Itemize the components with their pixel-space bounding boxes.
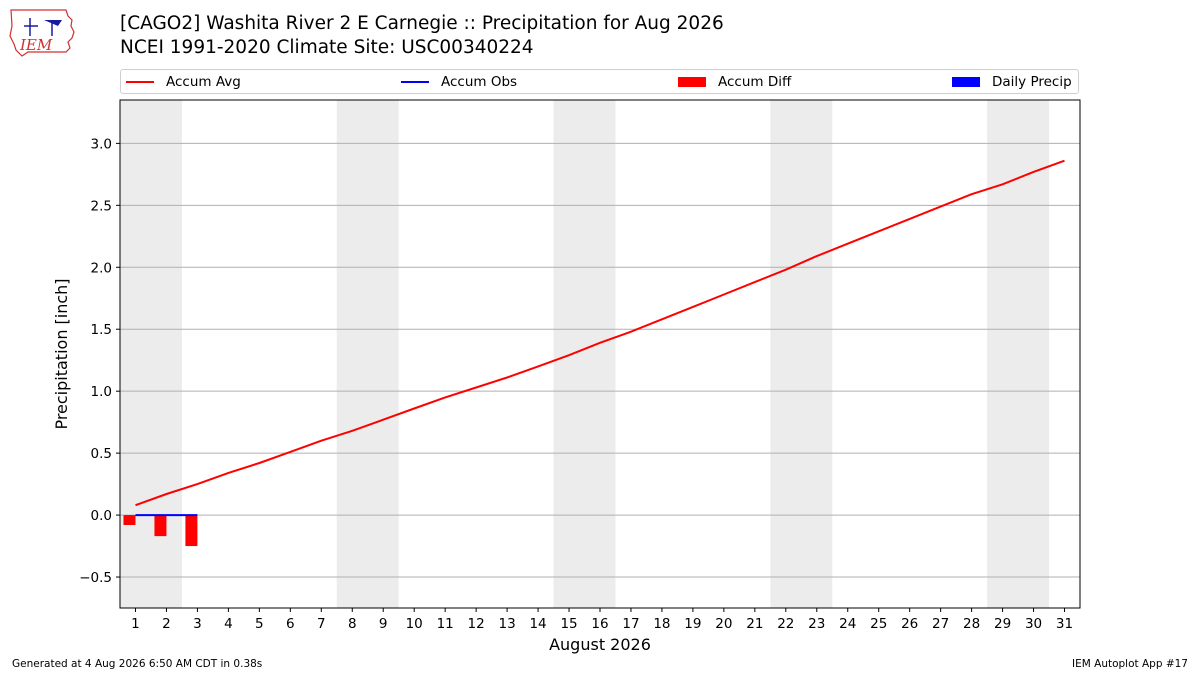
x-tick-label: 25 xyxy=(870,616,887,632)
x-tick-label: 20 xyxy=(715,616,732,632)
plot-frame xyxy=(119,99,1081,609)
x-tick-label: 3 xyxy=(193,616,202,632)
x-tick-label: 22 xyxy=(777,616,794,632)
x-tick-label: 6 xyxy=(286,616,295,632)
title-line-2: NCEI 1991-2020 Climate Site: USC00340224 xyxy=(120,37,534,58)
legend-label: Accum Avg xyxy=(166,74,241,90)
x-tick-label: 27 xyxy=(932,616,949,632)
title-line-1: [CAGO2] Washita River 2 E Carnegie :: Pr… xyxy=(120,13,724,34)
y-tick-label: 3.0 xyxy=(91,136,112,152)
legend-label: Accum Diff xyxy=(718,74,792,90)
x-tick-label: 4 xyxy=(224,616,233,632)
weekend-shade xyxy=(770,100,833,608)
x-tick-label: 2 xyxy=(162,616,171,632)
y-tick-label: −0.5 xyxy=(79,570,112,586)
y-tick-label: 0.0 xyxy=(91,508,112,524)
x-tick-label: 9 xyxy=(379,616,388,632)
weekend-shade xyxy=(553,100,616,608)
x-tick-label: 7 xyxy=(317,616,326,632)
accum-diff-bar xyxy=(123,515,136,525)
x-tick-label: 23 xyxy=(808,616,825,632)
legend-swatch xyxy=(126,81,154,83)
x-tick-label: 11 xyxy=(437,616,454,632)
legend-item-accum-obs: Accum Obs xyxy=(401,73,517,91)
x-tick-label: 1 xyxy=(131,616,140,632)
footer-generated: Generated at 4 Aug 2026 6:50 AM CDT in 0… xyxy=(12,658,263,670)
x-tick-label: 21 xyxy=(746,616,763,632)
x-axis-label: August 2026 xyxy=(549,635,651,654)
accum-avg-line xyxy=(135,159,1065,507)
x-tick-label: 24 xyxy=(839,616,856,632)
x-tick-label: 12 xyxy=(468,616,485,632)
x-tick-label: 5 xyxy=(255,616,264,632)
legend-swatch xyxy=(401,81,429,83)
x-tick-label: 19 xyxy=(684,616,701,632)
weekend-shade xyxy=(987,100,1050,608)
x-tick-label: 28 xyxy=(963,616,980,632)
y-tick-label: 2.0 xyxy=(91,260,112,276)
weekend-shade xyxy=(120,100,182,608)
legend-swatch xyxy=(678,77,706,87)
legend-label: Accum Obs xyxy=(441,74,518,90)
legend-swatch xyxy=(952,77,980,87)
x-tick-label: 15 xyxy=(560,616,577,632)
x-tick-label: 30 xyxy=(1025,616,1042,632)
x-tick-label: 26 xyxy=(901,616,918,632)
chart-title: [CAGO2] Washita River 2 E Carnegie :: Pr… xyxy=(120,12,724,60)
x-tick-label: 13 xyxy=(499,616,516,632)
x-tick-label: 31 xyxy=(1056,616,1073,632)
footer-app-id: IEM Autoplot App #17 xyxy=(1072,658,1188,670)
y-tick-label: 0.5 xyxy=(91,446,112,462)
x-tick-label: 18 xyxy=(653,616,670,632)
y-axis-label: Precipitation [inch] xyxy=(52,278,71,429)
x-tick-label: 10 xyxy=(406,616,423,632)
legend-item-daily-precip: Daily Precip xyxy=(952,73,1072,91)
x-tick-label: 29 xyxy=(994,616,1011,632)
chart-legend: Accum Avg Accum Obs Accum Diff Daily Pre… xyxy=(120,69,1079,94)
x-tick-label: 8 xyxy=(348,616,357,632)
y-tick-label: 1.5 xyxy=(91,322,112,338)
legend-label: Daily Precip xyxy=(992,74,1072,90)
x-tick-label: 16 xyxy=(591,616,608,632)
y-tick-label: 2.5 xyxy=(91,198,112,214)
weekend-shade xyxy=(336,100,399,608)
x-tick-label: 14 xyxy=(529,616,546,632)
legend-item-accum-avg: Accum Avg xyxy=(126,73,241,91)
iem-logo: IEM xyxy=(8,6,80,58)
y-tick-label: 1.0 xyxy=(91,384,112,400)
legend-item-accum-diff: Accum Diff xyxy=(678,73,791,91)
svg-text:IEM: IEM xyxy=(19,36,53,54)
accum-diff-bar xyxy=(185,515,198,547)
x-tick-label: 17 xyxy=(622,616,639,632)
accum-diff-bar xyxy=(154,515,167,537)
